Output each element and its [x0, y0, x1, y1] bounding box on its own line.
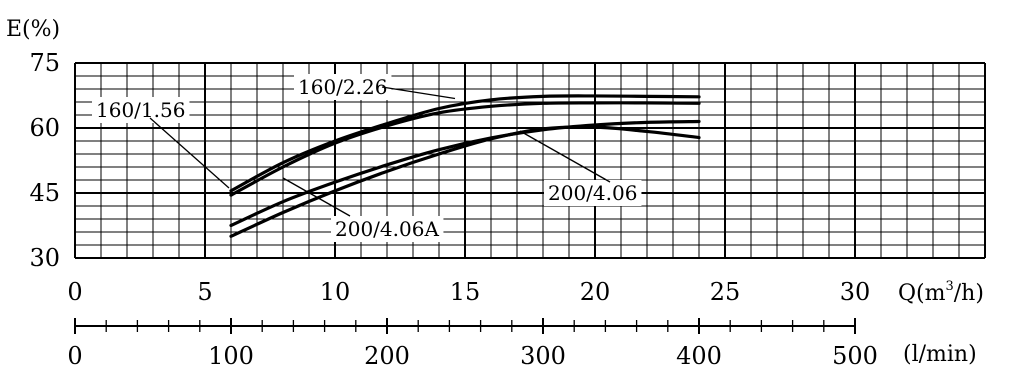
x-tick-label: 10	[320, 278, 351, 306]
series-curve-160-1-56	[229, 101, 701, 197]
x-axis-label-post: /h)	[954, 281, 984, 306]
series-label-200-4-06a: 200/4.06A	[335, 217, 439, 241]
series-curve-160-2-26	[229, 94, 701, 193]
grid	[74, 62, 986, 334]
x2-tick-label: 100	[208, 342, 254, 370]
x2-tick-label: 500	[832, 342, 878, 370]
series-curve-200-4-06a	[229, 125, 701, 238]
y-tick-label: 60	[29, 114, 60, 142]
x-axis-label-pre: Q(m	[898, 281, 946, 306]
x2-tick-label: 400	[676, 342, 722, 370]
series-curve-200-4-06	[229, 119, 701, 228]
y-axis-label: E(%)	[6, 17, 60, 42]
x-tick-label: 30	[840, 278, 871, 306]
x2-tick-label: 300	[520, 342, 566, 370]
x-tick-label: 15	[450, 278, 481, 306]
y-tick-label: 30	[29, 244, 60, 272]
series-label-160-2-26: 160/2.26	[298, 75, 387, 99]
y-tick-label: 75	[29, 49, 60, 77]
series-label-160-1-56: 160/1.56	[96, 98, 185, 122]
series-label-bg	[92, 97, 190, 123]
curves	[229, 94, 701, 238]
x-tick-label: 25	[710, 278, 741, 306]
series-label-bg	[294, 74, 392, 100]
x2-axis-label: (l/min)	[903, 342, 977, 367]
x-axis-label-sup: 3	[945, 279, 953, 294]
x2-tick-label: 0	[67, 342, 82, 370]
x-tick-label: 0	[67, 278, 82, 306]
y-tick-label: 45	[29, 179, 60, 207]
series-leader-line	[381, 86, 456, 100]
series-label-bg	[331, 216, 444, 242]
x-tick-label: 5	[197, 278, 212, 306]
series-leader-line	[149, 117, 230, 189]
x-tick-label: 20	[580, 278, 611, 306]
x-axis-label: Q(m3/h)	[898, 279, 984, 306]
series-leader-line	[282, 177, 351, 217]
annotation-leaders	[92, 74, 642, 242]
series-label-bg	[544, 180, 642, 206]
series-leader-line	[519, 130, 611, 183]
x2-tick-label: 200	[364, 342, 410, 370]
series-label-200-4-06: 200/4.06	[548, 181, 637, 205]
